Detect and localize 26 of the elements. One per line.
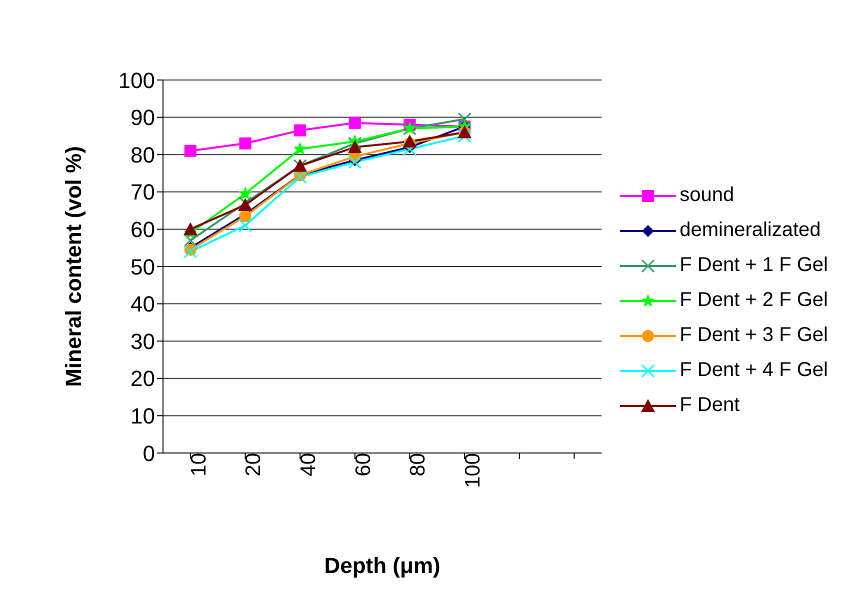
legend-label: F Dent + 3 F Gel	[680, 324, 828, 347]
y-tick-label: 50	[130, 254, 155, 280]
y-tick-label: 10	[130, 404, 155, 429]
x-tick-label: 40	[296, 453, 320, 476]
y-tick-label: 70	[130, 180, 155, 205]
legend-label: F Dent + 2 F Gel	[680, 289, 828, 312]
y-tick-label: 80	[130, 142, 155, 168]
y-tick-label: 60	[130, 217, 155, 242]
y-tick-label: 20	[130, 366, 155, 392]
x-tick-label: 20	[242, 453, 266, 476]
legend-label: demineralizated	[680, 219, 821, 242]
y-tick-label: 30	[130, 328, 155, 354]
legend-label: F Dent	[680, 394, 740, 417]
legend-label: F Dent + 4 F Gel	[680, 359, 828, 382]
x-tick-label: 10	[187, 453, 210, 476]
y-tick-label: 100	[118, 68, 155, 93]
y-axis-title: Mineral content (vol %)	[60, 146, 86, 387]
legend-label: F Dent + 1 F Gel	[680, 254, 828, 277]
legend-label: sound	[680, 184, 734, 207]
x-tick-label: 100	[461, 453, 484, 488]
x-axis-title: Depth (μm)	[324, 553, 440, 578]
x-tick-label: 60	[352, 453, 375, 476]
y-tick-label: 90	[130, 105, 155, 130]
y-tick-label: 0	[142, 440, 155, 466]
y-tick-label: 40	[130, 292, 155, 317]
x-tick-label: 80	[406, 453, 430, 476]
